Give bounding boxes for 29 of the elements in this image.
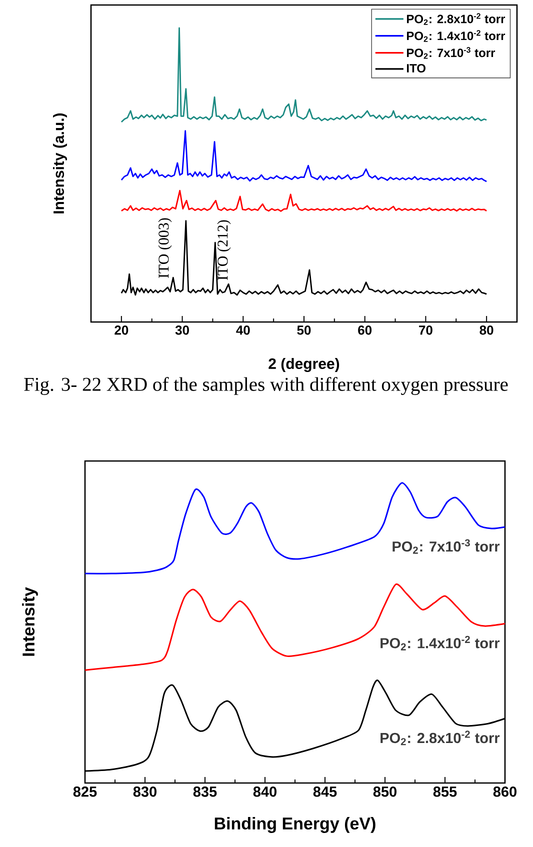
- x-axis-title: 2 (degree): [268, 358, 340, 372]
- x-tick-label: 830: [133, 786, 157, 797]
- x-tick-label: 850: [373, 786, 396, 797]
- y-axis-title: Intensity (a.u.): [53, 113, 67, 214]
- x-tick-label: 40: [236, 326, 250, 335]
- x-tick-label: 80: [480, 326, 494, 335]
- x-tick-label: 835: [193, 786, 217, 797]
- x-tick-label: 30: [175, 326, 189, 335]
- x-tick-label: 845: [313, 786, 337, 797]
- x-tick-label: 825: [73, 786, 97, 797]
- series-label: PO$_{2}$: 7x10$^{-3}$ torr: [392, 539, 500, 554]
- x-tick-label: 840: [253, 786, 276, 797]
- legend-label: PO$_{2}$: 2.8x10$^{-2}$ torr: [407, 13, 506, 25]
- x-tick-label: 860: [493, 786, 516, 797]
- y-axis-title: Intensity: [22, 587, 38, 656]
- x-tick-label: 855: [433, 786, 457, 797]
- series-label: PO$_{2}$: 1.4x10$^{-2}$ torr: [380, 636, 500, 650]
- x-tick-label: 50: [297, 326, 311, 335]
- annotation: ITO (003): [158, 218, 172, 278]
- series-label: PO$_{2}$: 2.8x10$^{-2}$ torr: [380, 730, 500, 746]
- caption: Fig. 3- 22 XRD of the samples with different oxygen pressure: [24, 377, 508, 395]
- legend-label: PO$_{2}$: 1.4x10$^{-2}$ torr: [407, 30, 506, 42]
- x-tick-label: 20: [114, 326, 128, 335]
- x-axis-title: Binding Energy (eV): [214, 817, 376, 833]
- x-tick-label: 70: [419, 326, 432, 335]
- legend-label: ITO: [407, 64, 426, 72]
- x-tick-label: 60: [358, 326, 372, 335]
- annotation: ITO (212): [217, 220, 231, 280]
- legend-label: PO$_{2}$: 7x10$^{-3}$ torr: [407, 47, 496, 59]
